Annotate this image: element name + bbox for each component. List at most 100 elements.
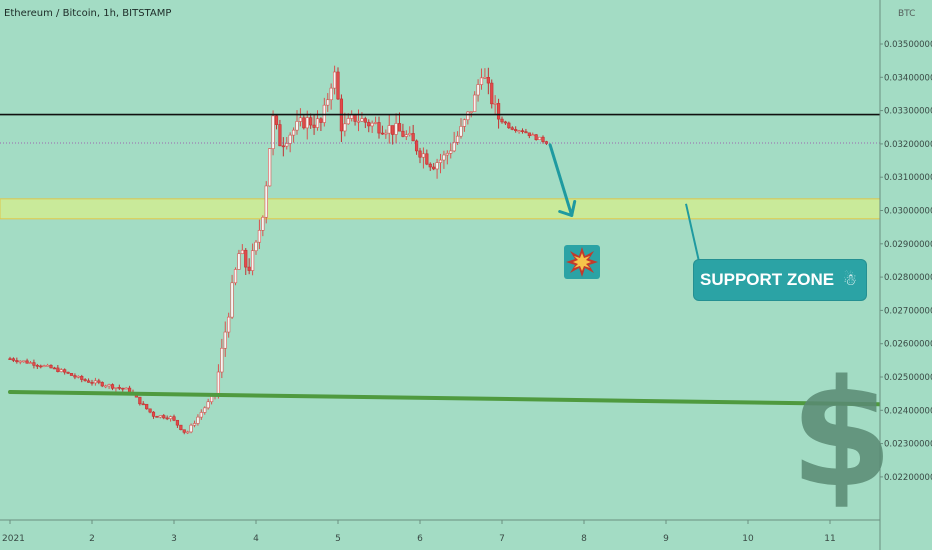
candle-body [114,387,118,389]
trend-line[interactable] [8,389,882,407]
candle-body [438,159,443,163]
candle-body [336,71,340,100]
candle-body [387,125,391,134]
candle-body [380,132,385,135]
candle-body [309,117,313,126]
burst-annotation [564,245,600,279]
candle-body [199,412,203,418]
candle-body [288,134,292,144]
candle-body [155,416,159,418]
x-tick-label: 10 [742,534,754,544]
candle-body [244,249,248,268]
candle-body [490,82,494,105]
candle-body [401,130,405,137]
candle-body [435,162,439,170]
candle-body [15,360,19,363]
candle-body [69,373,74,376]
candle-body [158,415,162,418]
candle-body [363,118,367,123]
candle-body [462,119,467,127]
candle-body [343,123,347,132]
candle-body [394,123,398,135]
x-tick-label: 11 [824,534,835,544]
candle-body [254,241,258,252]
x-tick-label: 7 [499,534,505,544]
candle-body [537,136,542,141]
candle-body [90,382,94,384]
candle-body [230,282,234,318]
candle-body [319,118,323,123]
x-tick-label: 9 [663,534,669,544]
candle-body [250,250,255,271]
support-zone-label: SUPPORT ZONE [700,270,835,289]
candle-body [493,103,497,105]
candles-layer [8,65,549,435]
x-tick-label: 3 [171,534,177,544]
candle-body [162,415,166,419]
candle-body [66,371,70,374]
candle-body [531,134,535,137]
candle-body [278,124,282,147]
candle-body [86,380,91,383]
candle-body [455,135,460,143]
support-zone-callout: SUPPORT ZONE ☃ [694,260,866,300]
candle-body [428,163,432,168]
candle-body [397,123,402,132]
candle-body [281,145,285,148]
candle-body [35,365,39,367]
x-tick-label: 8 [581,534,587,544]
candle-body [486,77,490,84]
y-tick-label: 0.02500000 [884,373,932,383]
candle-body [360,118,364,122]
candle-body [63,369,67,373]
candle-body [329,87,333,101]
candle-body [141,403,145,406]
candle-body [45,364,50,367]
candle-body [151,411,156,417]
candle-body [206,401,210,409]
candle-body [76,375,80,378]
candle-body [510,127,514,130]
y-tick-label: 0.03200000 [884,140,932,150]
y-tick-label: 0.02400000 [884,406,932,416]
y-tick-label: 0.03100000 [884,173,932,183]
candle-body [496,103,501,120]
y-tick-label: 0.02200000 [884,473,932,483]
candle-body [445,153,449,156]
projection-arrow-shaft [548,143,574,217]
y-tick-label: 0.02700000 [884,306,932,316]
candle-body [25,360,29,364]
candle-body [356,120,361,123]
candle-body [179,424,183,431]
y-tick-label: 0.03500000 [884,40,932,50]
candle-body [452,141,456,152]
candle-body [473,94,477,112]
candle-body [377,122,381,134]
candle-body [421,153,426,158]
x-tick-label: 4 [253,534,259,544]
projection-arrow-head [558,199,577,217]
candle-body [312,124,316,128]
candle-body [370,122,374,127]
x-tick-label: 2021 [2,534,25,544]
candle-body [326,99,330,106]
candle-body [503,121,508,124]
candle-body [52,367,57,370]
candle-body [110,384,115,389]
candle-body [476,84,480,96]
candle-body [332,71,337,89]
candle-body [247,266,251,271]
candle-body [209,396,214,403]
candle-body [257,230,262,243]
support-zone-layer [0,198,881,220]
candle-body [353,114,357,122]
candle-body [8,358,12,360]
candle-body [261,216,265,231]
chart-title: Ethereum / Bitcoin, 1h, BITSTAMP [4,8,172,19]
candle-body [104,385,108,388]
candle-body [145,403,149,410]
y-axis-panel [880,0,932,550]
candle-body [165,417,169,420]
candle-body [22,360,26,363]
